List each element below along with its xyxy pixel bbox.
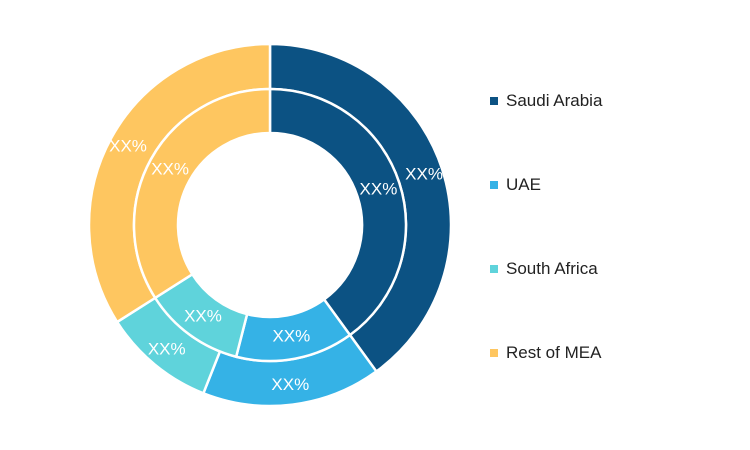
legend-label: UAE (506, 175, 541, 194)
inner-label-saudi-arabia: XX% (360, 179, 398, 198)
legend-label: Saudi Arabia (506, 91, 603, 110)
legend-swatch (490, 181, 498, 189)
legend-swatch (490, 265, 498, 273)
legend-item-south-africa: South Africa (490, 254, 602, 284)
outer-label-rest-of-mea: XX% (109, 136, 147, 155)
legend-item-rest-of-mea: Rest of MEA (490, 338, 602, 368)
legend-label: Rest of MEA (506, 343, 602, 362)
inner-slice-saudi-arabia (268, 87, 408, 337)
outer-label-south-africa: XX% (148, 339, 186, 358)
outer-label-saudi-arabia: XX% (405, 164, 443, 183)
legend-label: South Africa (506, 259, 598, 278)
inner-label-rest-of-mea: XX% (151, 160, 189, 179)
outer-label-uae: XX% (271, 375, 309, 394)
inner-label-uae: XX% (272, 326, 310, 345)
inner-slice-rest-of-mea (132, 87, 272, 300)
legend-swatch (490, 349, 498, 357)
legend-item-saudi-arabia: Saudi Arabia (490, 86, 602, 116)
inner-label-south-africa: XX% (184, 307, 222, 326)
legend-swatch (490, 97, 498, 105)
legend: Saudi Arabia UAE South Africa Rest of ME… (490, 86, 602, 422)
legend-item-uae: UAE (490, 170, 602, 200)
